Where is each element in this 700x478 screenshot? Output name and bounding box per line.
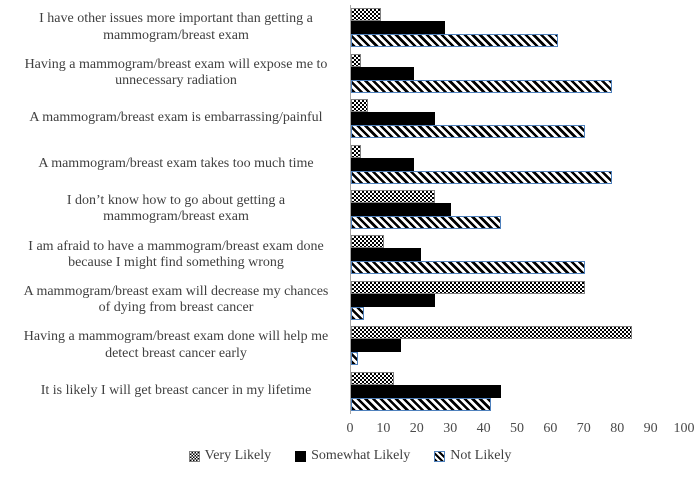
category-label: I am afraid to have a mammogram/breast e… — [28, 238, 324, 270]
bar-somewhat-likely — [351, 112, 435, 126]
category-labels: I have other issues more important than … — [0, 5, 350, 414]
x-tick-label: 30 — [443, 421, 458, 436]
x-tick-label: 60 — [543, 421, 558, 436]
legend-label: Somewhat Likely — [311, 448, 411, 463]
x-tick-label: 10 — [376, 421, 391, 436]
bar-not-likely — [351, 306, 365, 320]
legend-item-not-likely: Not Likely — [434, 448, 511, 464]
bar-group — [351, 369, 685, 414]
x-tick-label: 70 — [576, 421, 591, 436]
bar-not-likely — [351, 261, 585, 275]
bar-somewhat-likely — [351, 202, 452, 216]
bar-not-likely — [351, 79, 612, 93]
category-label: A mammogram/breast exam takes too much t… — [38, 155, 314, 171]
legend-item-somewhat-likely: Somewhat Likely — [295, 448, 410, 464]
x-tick-label: 20 — [409, 421, 424, 436]
bar-somewhat-likely — [351, 384, 502, 398]
x-axis: 0 10 20 30 40 50 60 70 80 90 100 — [346, 421, 695, 439]
bar-group — [351, 278, 685, 323]
bar-group — [351, 323, 685, 368]
x-tick-label: 100 — [673, 421, 695, 436]
bar-very-likely — [351, 235, 385, 249]
bar-not-likely — [351, 125, 585, 139]
category-label: A mammogram/breast exam is embarrassing/… — [29, 110, 323, 126]
bar-very-likely — [351, 371, 395, 385]
x-tick-label: 90 — [643, 421, 658, 436]
bar-not-likely — [351, 215, 502, 229]
legend-item-very-likely: Very Likely — [188, 448, 272, 464]
bar-very-likely — [351, 189, 435, 203]
category-label: A mammogram/breast exam will decrease my… — [23, 283, 329, 316]
category-label: I don’t know how to go about getting a m… — [66, 193, 286, 225]
legend-label: Not Likely — [450, 448, 512, 463]
category-label: I have other issues more important than … — [39, 11, 313, 43]
bar-group — [351, 96, 685, 141]
category-label: Having a mammogram/breast exam done will… — [23, 329, 329, 361]
x-tick-label: 80 — [610, 421, 625, 436]
bar-somewhat-likely — [351, 21, 445, 35]
bar-somewhat-likely — [351, 157, 415, 171]
bar-not-likely — [351, 170, 612, 184]
legend-swatch-not-likely — [434, 450, 446, 462]
bar-not-likely — [351, 352, 358, 366]
legend-swatch-somewhat-likely — [295, 450, 307, 462]
bar-somewhat-likely — [351, 293, 435, 307]
x-tick-label: 40 — [476, 421, 491, 436]
bar-group — [351, 5, 685, 50]
bar-very-likely — [351, 144, 362, 158]
bar-somewhat-likely — [351, 248, 422, 262]
bar-group — [351, 187, 685, 232]
plot-area — [350, 5, 685, 414]
bar-group — [351, 232, 685, 277]
bar-somewhat-likely — [351, 339, 402, 353]
x-tick-label: 50 — [510, 421, 524, 436]
bar-group — [351, 50, 685, 95]
bar-very-likely — [351, 53, 362, 67]
x-tick-label: 0 — [346, 421, 354, 436]
bar-very-likely — [351, 99, 368, 113]
bar-very-likely — [351, 326, 632, 340]
bar-very-likely — [351, 280, 585, 294]
bar-very-likely — [351, 8, 382, 22]
bar-not-likely — [351, 397, 492, 411]
legend-swatch-very-likely — [188, 450, 200, 462]
legend: Very Likely Somewhat Likely Not Likely — [0, 448, 700, 464]
bar-somewhat-likely — [351, 66, 415, 80]
bar-group — [351, 141, 685, 186]
bar-not-likely — [351, 34, 559, 48]
legend-label: Very Likely — [204, 448, 272, 463]
category-label: Having a mammogram/breast exam will expo… — [24, 56, 328, 89]
category-label: It is likely I will get breast cancer in… — [40, 383, 312, 399]
